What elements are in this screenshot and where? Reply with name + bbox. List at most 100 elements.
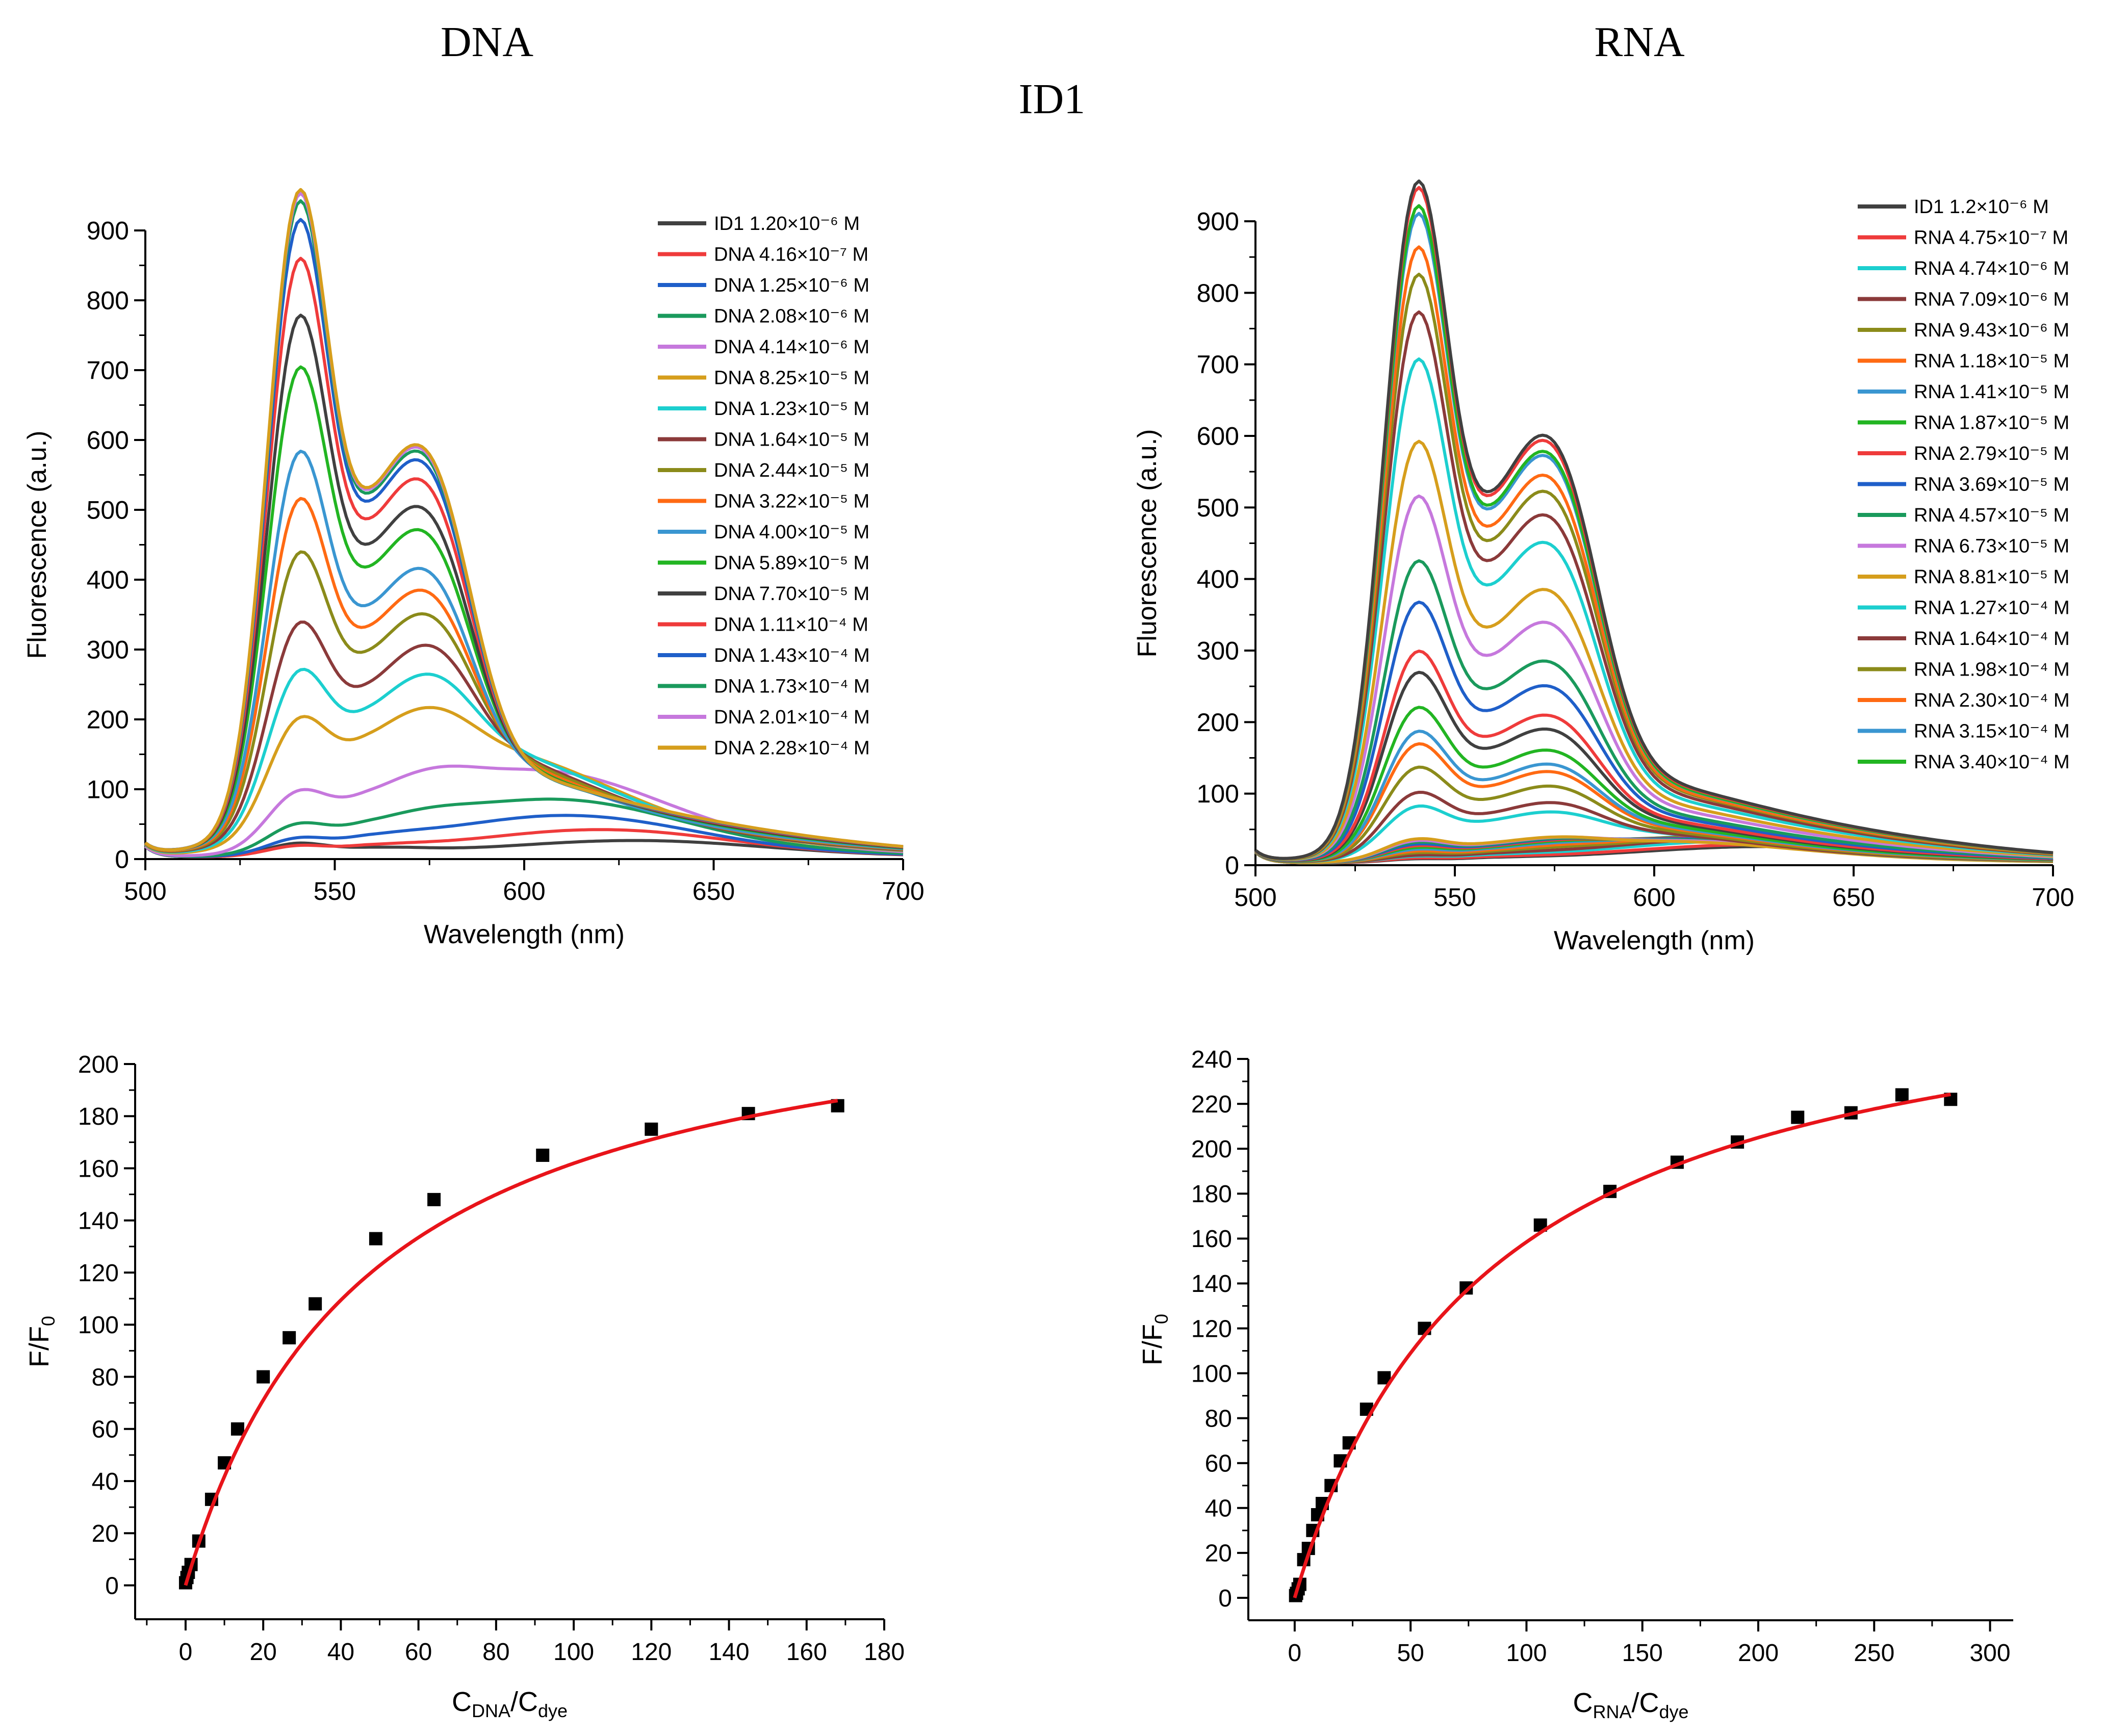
legend-entry-label: DNA 2.01×10⁻⁴ M	[714, 707, 870, 728]
rna-titration-panel: 0 50 100 150 200 250 300 0 20 40 60 80 100 120 140 160 1…	[1137, 1046, 2013, 1722]
spectrum-line	[144, 839, 904, 859]
fit-curve	[1293, 1092, 1951, 1599]
spectrum-line	[144, 188, 904, 851]
x-tick-label: 50	[1397, 1640, 1424, 1667]
x-axis-label-part: /C	[510, 1687, 538, 1717]
y-tick-label: 20	[1205, 1540, 1232, 1567]
y-tick-label: 400	[87, 566, 129, 594]
x-tick-label: 600	[503, 877, 545, 905]
x-tick-label: 550	[314, 877, 356, 905]
y-tick-label: 80	[92, 1364, 119, 1391]
y-tick-label: 200	[1191, 1136, 1232, 1163]
y-tick-label: 40	[92, 1468, 119, 1495]
spectrum-line	[1254, 179, 2054, 860]
legend-entry-label: DNA 2.08×10⁻⁶ M	[714, 306, 869, 327]
legend-entry-label: RNA 1.98×10⁻⁴ M	[1914, 659, 2070, 681]
legend-entry-label: RNA 1.64×10⁻⁴ M	[1914, 628, 2070, 650]
y-axis-label-part: F/F	[1137, 1324, 1168, 1365]
x-axis-label-part: C	[1573, 1688, 1593, 1718]
x-tick-label: 200	[1738, 1640, 1779, 1667]
legend-entry-label: RNA 3.69×10⁻⁵ M	[1914, 474, 2069, 496]
x-tick-label: 650	[1832, 883, 1875, 912]
y-tick-label: 600	[1197, 422, 1239, 451]
x-tick-label: 700	[882, 877, 924, 905]
legend-entry-label: DNA 1.23×10⁻⁵ M	[714, 398, 869, 420]
y-tick-label: 100	[1197, 780, 1239, 808]
y-tick-label: 120	[1191, 1315, 1232, 1342]
data-point	[1791, 1110, 1805, 1124]
y-tick-label: 800	[87, 287, 129, 315]
y-tick-label: 500	[1197, 494, 1239, 522]
y-tick-label: 400	[1197, 565, 1239, 593]
y-tick-label: 80	[1205, 1405, 1232, 1432]
x-tick-label: 500	[1234, 883, 1276, 912]
x-axis-label-part: C	[452, 1687, 472, 1717]
legend-entry-label: DNA 4.16×10⁻⁷ M	[714, 244, 868, 266]
y-tick-label: 200	[1197, 708, 1239, 737]
data-point	[1895, 1088, 1909, 1102]
legend-entry-label: DNA 2.28×10⁻⁴ M	[714, 738, 870, 759]
rna-spectra-panel: 500 550 600 650 700 0 100 200 300 400 500 600 700 800…	[1133, 179, 2074, 955]
y-tick-label: 40	[1205, 1495, 1232, 1522]
y-tick-label: 500	[87, 496, 129, 525]
x-tick-label: 700	[2032, 883, 2074, 912]
y-axis-label-subscript: 0	[38, 1316, 59, 1326]
spectrum-line	[1254, 559, 2054, 862]
y-axis-label: F/F0	[24, 1316, 59, 1367]
legend-entry-label: DNA 1.73×10⁻⁴ M	[714, 676, 870, 697]
x-axis-label: Wavelength (nm)	[424, 920, 625, 949]
x-tick-label: 0	[179, 1639, 193, 1666]
fit-curve	[184, 1099, 838, 1586]
legend-entry-label: RNA 4.74×10⁻⁶ M	[1914, 258, 2069, 279]
x-axis-label: CRNA/Cdye	[1573, 1688, 1688, 1722]
y-axis-label-subscript: 0	[1151, 1314, 1172, 1324]
data-point	[427, 1193, 441, 1206]
x-axis-label-subscript: RNA	[1593, 1701, 1631, 1722]
y-tick-label: 180	[1191, 1181, 1232, 1208]
center-heading: ID1	[1019, 75, 1086, 123]
x-axis-label-subscript: dye	[1659, 1701, 1688, 1722]
x-tick-label: 500	[124, 877, 166, 905]
y-tick-label: 0	[1225, 851, 1239, 880]
y-tick-label: 60	[1205, 1450, 1232, 1478]
legend-entry-label: RNA 4.75×10⁻⁷ M	[1914, 227, 2068, 249]
spectrum-line	[144, 797, 904, 858]
legend-entry-label: RNA 8.81×10⁻⁵ M	[1914, 566, 2069, 588]
legend-entry-label: RNA 1.87×10⁻⁵ M	[1914, 412, 2069, 434]
y-tick-label: 160	[78, 1155, 119, 1182]
legend-entry-label: ID1 1.2×10⁻⁶ M	[1914, 196, 2049, 218]
y-tick-label: 120	[78, 1260, 119, 1287]
x-tick-label: 300	[1969, 1640, 2010, 1667]
spectrum-line	[144, 814, 904, 858]
y-tick-label: 140	[78, 1208, 119, 1235]
x-tick-label: 0	[1288, 1640, 1302, 1667]
data-point	[645, 1122, 658, 1136]
y-tick-label: 180	[78, 1103, 119, 1130]
y-tick-label: 140	[1191, 1271, 1232, 1298]
y-tick-label: 300	[1197, 637, 1239, 665]
y-axis-label-part: F/F	[24, 1326, 55, 1367]
legend-entry-label: RNA 1.18×10⁻⁵ M	[1914, 351, 2069, 372]
y-axis-label: Fluorescence (a.u.)	[22, 431, 52, 659]
y-tick-label: 240	[1191, 1046, 1232, 1073]
x-tick-label: 250	[1854, 1640, 1894, 1667]
legend-entry-label: ID1 1.20×10⁻⁶ M	[714, 213, 860, 235]
y-tick-label: 100	[78, 1312, 119, 1339]
x-tick-label: 100	[1506, 1640, 1547, 1667]
y-axis-label: Fluorescence (a.u.)	[1133, 429, 1162, 658]
data-point	[369, 1232, 382, 1246]
y-tick-label: 220	[1191, 1091, 1232, 1118]
x-axis-label: Wavelength (nm)	[1554, 926, 1755, 955]
x-axis-label-subscript: DNA	[472, 1700, 510, 1721]
data-point	[256, 1370, 270, 1384]
x-tick-label: 180	[864, 1639, 905, 1666]
y-tick-label: 300	[87, 636, 129, 664]
y-tick-label: 700	[87, 356, 129, 385]
legend-entry-label: RNA 2.30×10⁻⁴ M	[1914, 690, 2070, 711]
legend-entry-label: DNA 2.44×10⁻⁵ M	[714, 460, 869, 481]
legend-entry-label: RNA 1.27×10⁻⁴ M	[1914, 598, 2070, 619]
legend-entry-label: RNA 1.41×10⁻⁵ M	[1914, 381, 2069, 403]
x-tick-label: 600	[1633, 883, 1675, 912]
y-tick-label: 800	[1197, 279, 1239, 307]
x-tick-label: 150	[1622, 1640, 1663, 1667]
